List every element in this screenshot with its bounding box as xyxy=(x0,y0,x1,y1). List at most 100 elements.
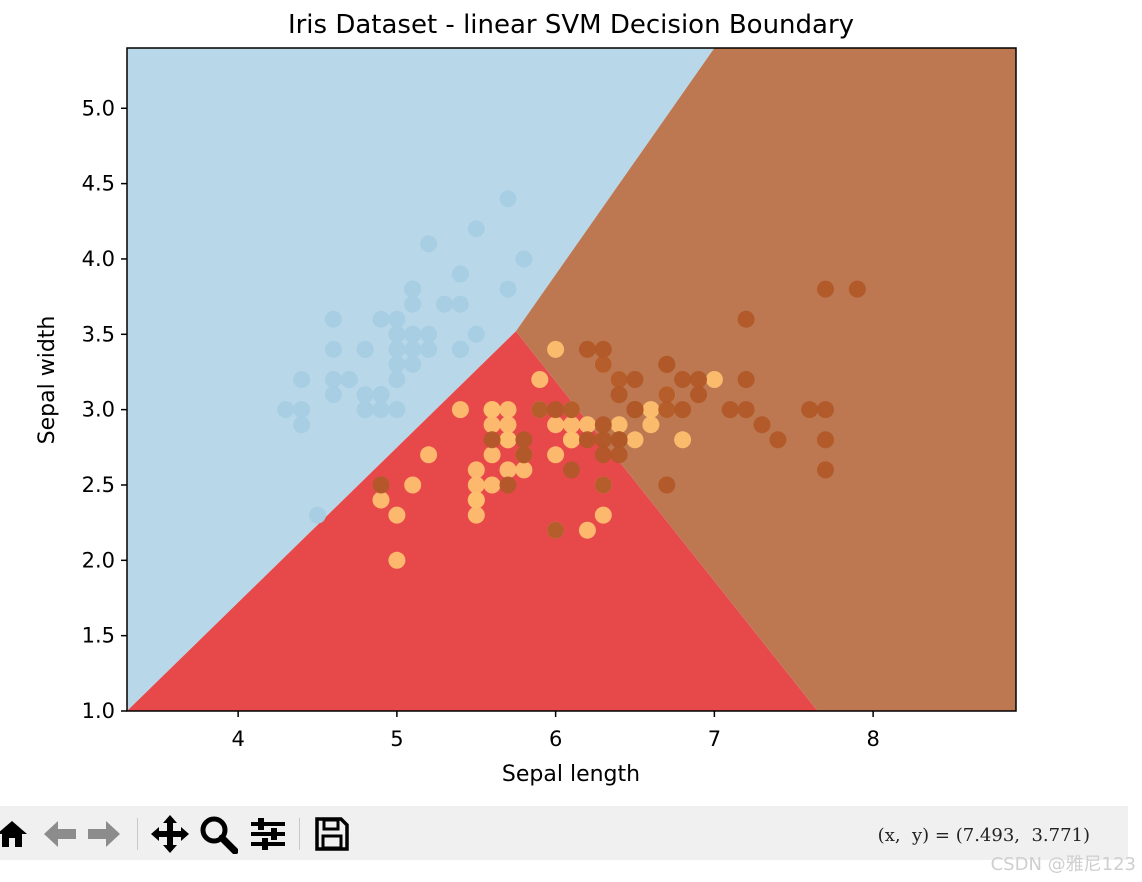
data-point-class-0 xyxy=(420,325,438,343)
y-tick-label: 4.5 xyxy=(82,172,115,196)
data-point-class-2 xyxy=(594,340,612,358)
data-point-class-2 xyxy=(690,371,707,388)
data-point-class-1 xyxy=(420,446,438,464)
data-point-class-2 xyxy=(594,431,612,449)
watermark: CSDN @雅尼123 xyxy=(990,854,1136,875)
y-axis: 1.0 1.5 2.0 2.5 3.0 3.5 4.0 4.5 5.0 xyxy=(82,96,127,723)
data-point-class-0 xyxy=(515,250,533,268)
data-point-class-1 xyxy=(467,506,485,524)
zoom-button[interactable] xyxy=(198,814,238,854)
x-tick-label: 8 xyxy=(866,727,879,751)
data-point-class-1 xyxy=(610,416,628,434)
back-button[interactable] xyxy=(40,814,80,854)
data-point-class-2 xyxy=(658,355,676,373)
y-tick-label: 1.5 xyxy=(82,624,115,648)
data-point-class-2 xyxy=(626,401,644,419)
data-point-class-1 xyxy=(404,476,422,494)
data-point-class-0 xyxy=(293,401,311,419)
data-point-class-0 xyxy=(499,280,517,298)
y-tick-label: 3.5 xyxy=(82,322,115,346)
data-point-class-2 xyxy=(578,431,596,449)
data-point-class-1 xyxy=(563,416,580,434)
arrow-right-icon xyxy=(88,821,120,847)
data-point-class-1 xyxy=(578,521,596,539)
data-point-class-2 xyxy=(658,401,676,419)
data-point-class-1 xyxy=(626,431,644,449)
data-point-class-0 xyxy=(451,340,469,358)
figure-canvas[interactable]: 4 5 6 7 8 1.0 1.5 2.0 2.5 3.0 3.5 4.0 4.5 5.0 Iris D… xyxy=(0,0,1142,800)
home-button[interactable] xyxy=(0,814,32,854)
data-point-class-2 xyxy=(610,431,628,449)
data-point-class-1 xyxy=(547,416,565,434)
data-point-class-2 xyxy=(515,446,533,464)
data-point-class-1 xyxy=(563,431,580,449)
data-point-class-0 xyxy=(388,310,406,328)
y-axis-label: Sepal width xyxy=(35,316,60,445)
data-point-class-0 xyxy=(309,506,326,524)
data-point-class-2 xyxy=(499,476,517,494)
data-point-class-0 xyxy=(388,371,406,388)
data-point-class-1 xyxy=(531,371,549,388)
cursor-coordinates: (x, y) = (7.493, 3.771) xyxy=(877,825,1090,846)
data-point-class-1 xyxy=(578,416,596,434)
data-point-class-1 xyxy=(594,506,612,524)
data-point-class-1 xyxy=(499,401,517,419)
save-button[interactable] xyxy=(312,814,352,854)
x-tick-label: 6 xyxy=(549,727,562,751)
data-point-class-1 xyxy=(705,371,723,388)
data-point-class-0 xyxy=(340,371,358,388)
configure-subplots-button[interactable] xyxy=(248,814,288,854)
data-point-class-0 xyxy=(356,401,374,419)
data-point-class-2 xyxy=(626,371,644,388)
data-point-class-2 xyxy=(817,401,834,419)
data-point-class-1 xyxy=(451,401,469,419)
axes-frame xyxy=(126,47,1017,712)
data-point-class-2 xyxy=(594,446,612,464)
data-point-class-0 xyxy=(324,386,342,404)
data-point-class-2 xyxy=(547,521,565,539)
chart-title: Iris Dataset - linear SVM Decision Bound… xyxy=(288,10,854,40)
data-point-class-0 xyxy=(388,340,406,358)
data-point-class-0 xyxy=(499,190,517,208)
data-point-class-2 xyxy=(547,401,565,419)
data-point-class-1 xyxy=(499,431,517,449)
data-point-class-0 xyxy=(324,371,342,388)
data-point-class-2 xyxy=(563,401,580,419)
data-point-class-2 xyxy=(578,340,596,358)
data-point-class-2 xyxy=(753,416,771,434)
data-point-class-2 xyxy=(769,431,787,449)
data-point-class-2 xyxy=(515,431,533,449)
data-point-class-2 xyxy=(817,461,834,479)
arrow-left-icon xyxy=(44,821,76,847)
data-point-class-1 xyxy=(467,491,485,509)
data-point-class-0 xyxy=(372,401,390,419)
data-point-class-2 xyxy=(817,431,834,449)
data-point-class-1 xyxy=(499,416,517,434)
data-point-class-1 xyxy=(547,446,565,464)
plot-area[interactable] xyxy=(126,47,1017,712)
data-point-class-2 xyxy=(690,386,707,404)
x-axis-label: Sepal length xyxy=(502,762,640,787)
forward-button[interactable] xyxy=(84,814,124,854)
data-point-class-1 xyxy=(483,416,501,434)
y-tick-label: 1.0 xyxy=(82,699,115,723)
navigation-toolbar: (x, y) = (7.493, 3.771) xyxy=(0,806,1128,860)
y-tick-label: 4.0 xyxy=(82,247,115,271)
data-point-class-0 xyxy=(372,310,390,328)
data-point-class-2 xyxy=(658,476,676,494)
sliders-icon xyxy=(251,818,285,850)
magnifier-icon xyxy=(200,816,238,854)
data-point-class-2 xyxy=(610,386,628,404)
data-point-class-1 xyxy=(642,416,660,434)
pan-button[interactable] xyxy=(150,814,190,854)
data-point-class-0 xyxy=(388,401,406,419)
data-point-class-0 xyxy=(293,416,311,434)
data-point-class-1 xyxy=(388,551,406,569)
data-point-class-0 xyxy=(372,386,390,404)
decision-region-virginica xyxy=(515,48,1016,711)
data-point-class-1 xyxy=(372,491,390,509)
data-point-class-0 xyxy=(451,265,469,283)
data-point-class-0 xyxy=(404,355,422,373)
data-point-class-0 xyxy=(388,325,406,343)
data-point-class-0 xyxy=(356,340,374,358)
